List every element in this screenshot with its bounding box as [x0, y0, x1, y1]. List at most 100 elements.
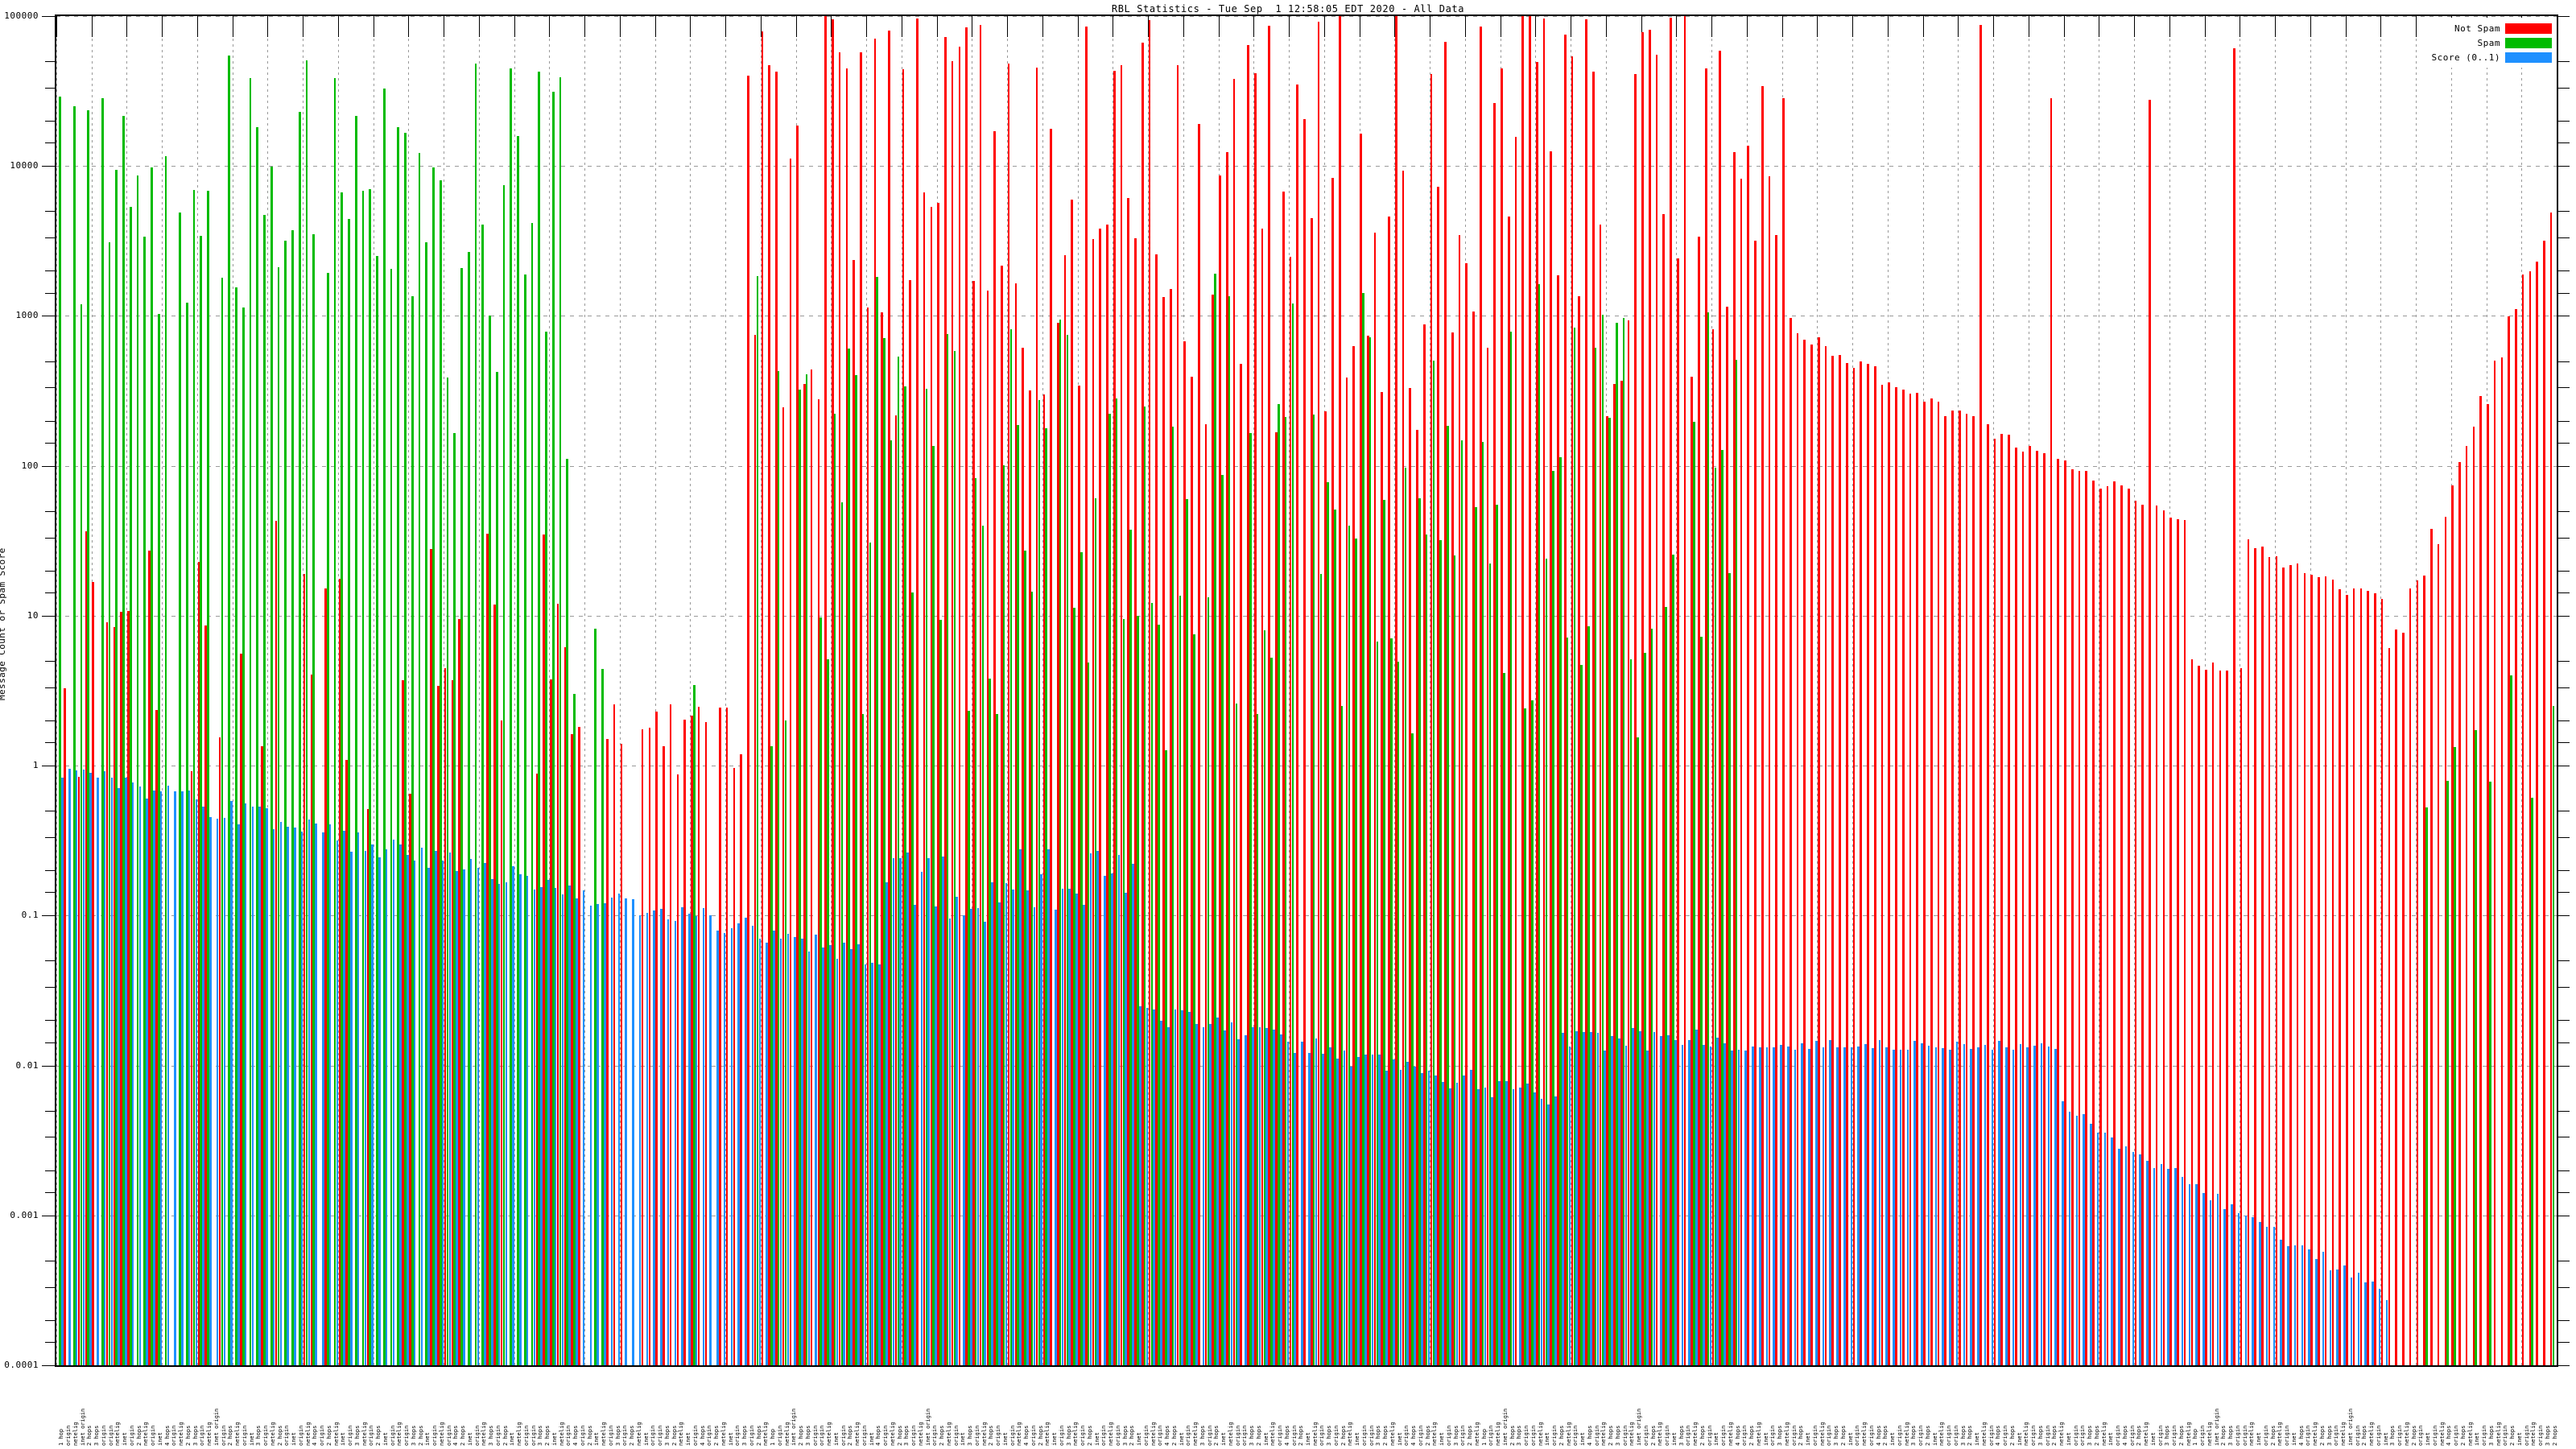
bar-score	[1829, 1040, 1831, 1365]
bar-not-spam	[1451, 332, 1454, 1365]
bar-not-spam	[578, 727, 580, 1365]
bar-not-spam	[1232, 79, 1236, 1365]
y-axis-minor-tick	[45, 61, 55, 63]
bar-score	[1153, 1009, 1156, 1365]
top-tick	[1641, 16, 1642, 37]
bar-score	[2054, 1048, 2057, 1365]
top-tick	[725, 16, 727, 37]
bar-score	[2103, 1132, 2107, 1365]
bar-not-spam	[761, 31, 764, 1365]
x-axis-tick-label: origin	[2234, 1425, 2241, 1446]
bar-not-spam	[2500, 357, 2504, 1365]
gridline-vertical	[1218, 16, 1220, 1365]
bar-not-spam	[1430, 73, 1433, 1365]
x-axis-tick-label: 1 hop	[58, 1428, 65, 1446]
bar-score	[407, 854, 409, 1365]
bar-spam	[87, 110, 90, 1365]
bar-score	[484, 863, 486, 1365]
gridline-vertical	[584, 16, 586, 1365]
x-axis-tick-label: origin	[1142, 1425, 1150, 1446]
x-axis-tick-label: inet	[340, 1432, 347, 1446]
x-axis-tick-label: 2 hops	[2269, 1425, 2277, 1446]
bar-spam	[72, 105, 76, 1365]
bar-not-spam	[1916, 392, 1919, 1365]
x-axis-tick-label: origin	[530, 1425, 537, 1446]
y-axis-minor-tick-right	[2557, 1319, 2570, 1321]
bar-not-spam	[2042, 453, 2046, 1365]
x-axis-tick-label: origin	[840, 1425, 847, 1446]
bar-spam	[1249, 433, 1252, 1365]
x-axis-tick-label: origin	[1706, 1425, 1713, 1446]
bar-score	[899, 858, 902, 1365]
legend-item-not-spam[interactable]: Not Spam	[2432, 21, 2552, 35]
bar-score	[1645, 1050, 1649, 1365]
gridline-vertical	[1394, 16, 1396, 1365]
bar-score	[159, 791, 163, 1365]
x-axis-tick-label: 2 hops	[1086, 1425, 1093, 1446]
bar-score	[1970, 1049, 1972, 1365]
bar-score	[526, 875, 529, 1365]
legend-item-spam[interactable]: Spam	[2432, 35, 2552, 50]
bar-not-spam	[860, 52, 862, 1365]
bar-score	[1160, 1020, 1162, 1365]
bar-spam	[157, 314, 160, 1365]
bar-spam	[129, 207, 132, 1365]
bar-spam	[341, 192, 344, 1365]
bar-not-spam	[2515, 309, 2517, 1365]
y-axis-title: Message Count or Spam Score	[0, 547, 7, 700]
bar-not-spam	[2113, 481, 2116, 1365]
y-axis-minor-tick	[45, 720, 55, 722]
bar-not-spam	[409, 793, 411, 1365]
x-axis-tick-label: origin	[1319, 1425, 1326, 1446]
bar-score	[1005, 882, 1008, 1365]
bar-score	[1166, 1026, 1170, 1365]
bar-score	[1554, 1096, 1557, 1365]
bar-not-spam	[2226, 670, 2228, 1365]
bar-score	[963, 915, 965, 1365]
y-axis-tick	[42, 16, 55, 17]
bar-score	[2372, 1281, 2374, 1365]
bar-spam	[876, 276, 878, 1365]
x-axis-tick-label: 2 hops	[755, 1425, 762, 1446]
y-axis-tick-right	[2557, 1365, 2570, 1366]
top-tick	[2416, 16, 2417, 37]
bar-score	[1329, 1046, 1331, 1365]
bar-spam	[770, 745, 773, 1365]
x-axis-tick-label: origin	[2157, 1425, 2164, 1446]
bar-score	[2111, 1137, 2113, 1365]
bar-score	[1364, 1055, 1367, 1365]
bar-score	[1773, 1046, 1775, 1365]
bar-score	[913, 904, 916, 1365]
top-tick	[1922, 16, 1924, 37]
bar-spam	[1348, 526, 1351, 1365]
bar-score	[131, 782, 134, 1365]
bar-score	[1949, 1050, 1951, 1365]
bar-spam	[545, 332, 547, 1365]
bar-not-spam	[366, 808, 369, 1365]
x-axis-tick-label: origin	[1741, 1425, 1748, 1446]
y-axis-tick-right	[2557, 166, 2570, 167]
bar-not-spam	[1521, 16, 1525, 1365]
y-axis-minor-tick	[45, 570, 55, 572]
bar-score	[1695, 1030, 1698, 1365]
plot-area: Not Spam Spam Score (0..1)	[55, 14, 2558, 1367]
gridline-horizontal	[56, 915, 2557, 917]
bar-score	[378, 857, 381, 1365]
x-axis-tick-label: netelig	[1192, 1422, 1199, 1446]
bar-spam	[2454, 746, 2456, 1365]
bar-not-spam	[2261, 546, 2264, 1365]
bar-score	[266, 808, 268, 1365]
bar-not-spam	[2423, 576, 2425, 1365]
gridline-vertical	[1781, 16, 1783, 1365]
bar-not-spam	[691, 715, 693, 1365]
top-tick	[690, 16, 691, 37]
bar-score	[794, 937, 796, 1365]
bar-not-spam	[2014, 448, 2017, 1365]
legend-item-score[interactable]: Score (0..1)	[2432, 50, 2552, 64]
x-axis-tick-label: netelig	[1755, 1422, 1762, 1446]
bar-not-spam	[2169, 517, 2172, 1365]
bar-not-spam	[1345, 377, 1348, 1365]
bar-not-spam	[1247, 45, 1249, 1365]
legend-swatch-not-spam	[2505, 23, 2552, 34]
